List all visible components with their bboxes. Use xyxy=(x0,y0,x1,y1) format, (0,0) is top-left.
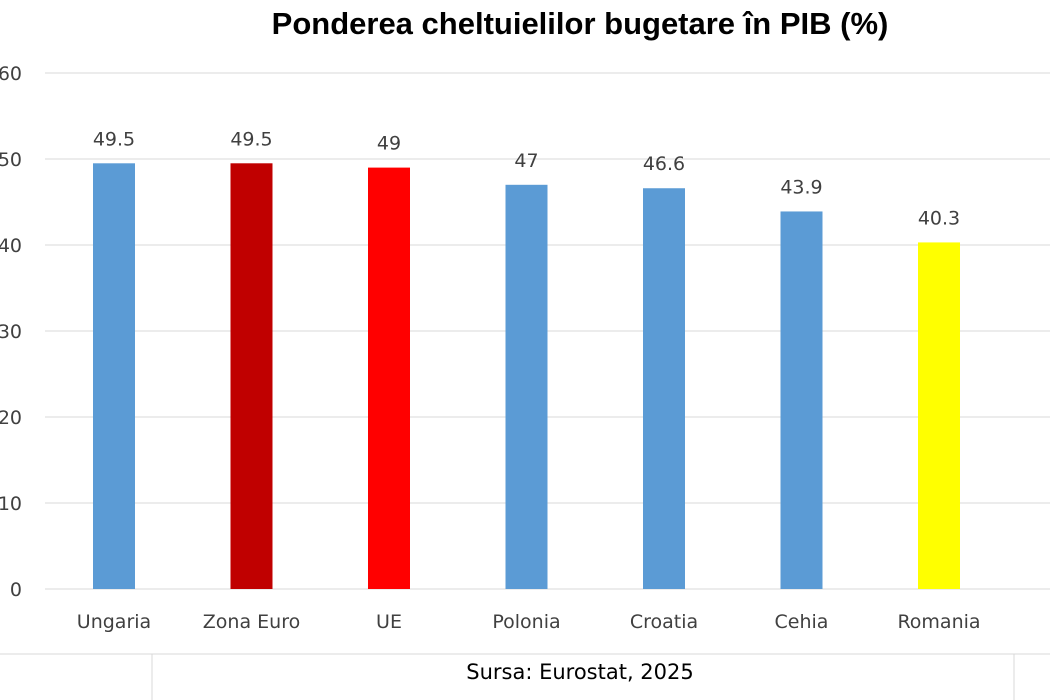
x-tick-label: Croatia xyxy=(630,611,698,633)
bar-zona-euro xyxy=(230,163,273,590)
x-tick-label: Polonia xyxy=(492,611,560,633)
x-axis: Ungaria Zona Euro UE Polonia Croatia Cehia Rom… xyxy=(77,611,981,633)
data-label: 46.6 xyxy=(643,153,685,175)
bar-ue xyxy=(368,167,410,589)
y-tick-label: 20 xyxy=(0,407,22,429)
bar-polonia xyxy=(505,184,548,590)
x-tick-label: Ungaria xyxy=(77,611,151,633)
x-tick-label: Romania xyxy=(897,611,980,633)
y-tick-label: 40 xyxy=(0,235,22,257)
bar-cehia xyxy=(780,211,823,589)
data-labels: 49.5 49.5 49 47 46.6 43.9 40.3 xyxy=(93,128,960,229)
data-label: 40.3 xyxy=(918,207,960,229)
bar-romania xyxy=(918,242,960,590)
x-tick-label: UE xyxy=(376,611,402,633)
data-label: 49.5 xyxy=(230,128,272,150)
y-tick-label: 60 xyxy=(0,63,22,85)
data-label: 43.9 xyxy=(780,176,822,198)
y-tick-label: 10 xyxy=(0,493,22,515)
bars xyxy=(93,163,960,590)
y-axis: 0 10 20 30 40 50 60 xyxy=(0,63,22,601)
y-tick-label: 50 xyxy=(0,149,22,171)
bar-croatia xyxy=(643,188,685,590)
data-label: 49.5 xyxy=(93,128,135,150)
source-note: Sursa: Eurostat, 2025 xyxy=(466,660,694,684)
chart-title: Ponderea cheltuielilor bugetare în PIB (… xyxy=(271,6,889,41)
data-label: 47 xyxy=(514,150,538,172)
data-label: 49 xyxy=(377,133,401,155)
bar-ungaria xyxy=(93,163,135,590)
x-tick-label: Cehia xyxy=(775,611,829,633)
x-tick-label: Zona Euro xyxy=(203,611,300,633)
y-tick-label: 30 xyxy=(0,321,22,343)
y-tick-label: 0 xyxy=(10,579,22,601)
